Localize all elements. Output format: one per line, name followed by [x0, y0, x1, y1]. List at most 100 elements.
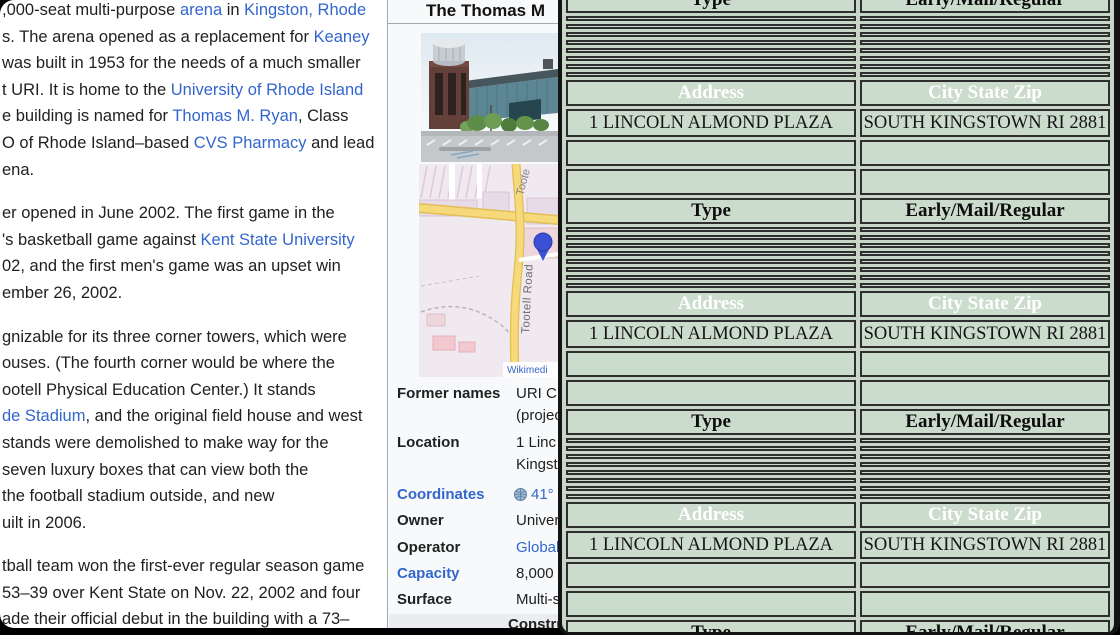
article-line: the football stadium outside, and new: [2, 483, 384, 510]
table-row: [566, 140, 1110, 166]
article-text: tball team won the first-ever regular se…: [2, 557, 365, 576]
trees: [460, 113, 549, 133]
address-header-cell: Address: [566, 291, 856, 317]
spacer-cell: [566, 438, 856, 443]
wikipedia-window: ,000-seat multi-purpose arena in Kingsto…: [0, 0, 562, 628]
table-row: [566, 462, 1110, 467]
infobox-value-link[interactable]: 41°: [531, 486, 554, 503]
wiki-link[interactable]: University of Rhode Island: [170, 80, 364, 99]
spacer-cell: [860, 462, 1110, 467]
spacer-cell: [860, 40, 1110, 45]
empty-cell: [860, 591, 1110, 617]
table-row: [566, 16, 1110, 21]
spacer-cell: [860, 267, 1110, 272]
infobox-value: (projec: [516, 407, 562, 424]
article-text: e building is named for: [2, 107, 173, 126]
empty-cell: [860, 380, 1110, 406]
map-road-label: Tootell Road: [520, 264, 536, 334]
infobox-label-link[interactable]: Capacity: [397, 565, 460, 582]
wiki-link[interactable]: arena: [179, 1, 223, 19]
spacer-cell: [860, 227, 1110, 232]
table-row: [566, 591, 1110, 617]
spacer-cell: [860, 251, 1110, 256]
map-attribution: Wikimedi: [507, 365, 548, 376]
infobox-label-link[interactable]: Coordinates: [397, 486, 485, 503]
early-mail-regular-header-cell: Early/Mail/Regular: [860, 0, 1110, 13]
wiki-link[interactable]: CVS Pharmacy: [193, 133, 307, 152]
spacer-cell: [566, 267, 856, 272]
table-row: [566, 380, 1110, 406]
table-row: [566, 72, 1110, 77]
spacer-cell: [860, 259, 1110, 264]
article-line: ouses. (The fourth corner would be where…: [2, 350, 384, 377]
article-text: ember 26, 2002.: [2, 283, 123, 302]
spacer-cell: [860, 56, 1110, 61]
spacer-cell: [860, 64, 1110, 69]
table-row: [566, 494, 1110, 499]
infobox-value: Kingst: [516, 456, 558, 473]
article-line: e building is named for Thomas M. Ryan, …: [2, 103, 384, 130]
article-text: , Class: [297, 107, 349, 126]
spacer-cell: [860, 16, 1110, 21]
address-header-cell: Address: [566, 80, 856, 106]
table-row: [566, 486, 1110, 491]
spacer-cell: [566, 64, 856, 69]
article-line: was built in 1953 for the needs of a muc…: [2, 50, 384, 77]
type-header-cell: Type: [566, 0, 856, 13]
map-pin-icon: [533, 232, 553, 261]
article-line: ootell Physical Education Center.) It st…: [2, 377, 384, 404]
spacer-cell: [566, 72, 856, 77]
spacer-cell: [860, 235, 1110, 240]
article-text: ootell Physical Education Center.) It st…: [2, 380, 316, 399]
article-line: ena.: [2, 157, 384, 184]
infobox: The Thomas M: [387, 0, 562, 628]
wiki-link[interactable]: Thomas M. Ryan: [172, 107, 298, 126]
early-mail-regular-header-cell: Early/Mail/Regular: [860, 198, 1110, 224]
table-row: [566, 351, 1110, 377]
address-value-cell: 1 LINCOLN ALMOND PLAZA: [566, 109, 856, 137]
spacer-cell: [566, 259, 856, 264]
table-row: [566, 251, 1110, 256]
spacer-cell: [566, 446, 856, 451]
article-text: seven luxury boxes that can view both th…: [2, 460, 309, 479]
arena-photo: [421, 33, 558, 162]
spacer-cell: [566, 32, 856, 37]
table-row: [566, 40, 1110, 45]
article-line: ade their official debut in the building…: [2, 606, 384, 628]
article-text: O of Rhode Island–based: [2, 133, 194, 152]
infobox-value: 1 Linc: [516, 434, 557, 451]
wiki-link[interactable]: de Stadium: [2, 407, 86, 426]
spacer-cell: [860, 243, 1110, 248]
table-row: [566, 64, 1110, 69]
wiki-link[interactable]: Kingston, Rhode: [244, 1, 367, 19]
globe-icon: [514, 488, 527, 501]
wiki-link[interactable]: Kent State University: [200, 230, 355, 249]
wiki-link[interactable]: Keaney: [313, 27, 370, 46]
early-mail-regular-header-cell: Early/Mail/Regular: [860, 409, 1110, 435]
address-header-cell: Address: [566, 502, 856, 528]
infobox-value-link[interactable]: Global: [516, 539, 560, 556]
article-line: uilt in 2006.: [2, 510, 384, 537]
spacer-cell: [566, 56, 856, 61]
article-line: gnizable for its three corner towers, wh…: [2, 324, 384, 351]
spacer-cell: [860, 48, 1110, 53]
article-line: s. The arena opened as a replacement for…: [2, 24, 384, 51]
empty-cell: [860, 562, 1110, 588]
city-state-zip-value-cell: SOUTH KINGSTOWN RI 2881: [860, 109, 1110, 137]
table-row: [566, 235, 1110, 240]
spacer-cell: [566, 227, 856, 232]
empty-cell: [566, 380, 856, 406]
table-row: [566, 259, 1110, 264]
table-row: [566, 48, 1110, 53]
spacer-cell: [860, 478, 1110, 483]
table-row: [566, 470, 1110, 475]
table-row: [566, 267, 1110, 272]
spacer-cell: [860, 24, 1110, 29]
article-line: ember 26, 2002.: [2, 280, 384, 307]
article-text: and lead: [306, 133, 375, 152]
article-text: 02, and the first men's game was an upse…: [2, 257, 341, 276]
city-state-zip-header-cell: City State Zip: [860, 80, 1110, 106]
